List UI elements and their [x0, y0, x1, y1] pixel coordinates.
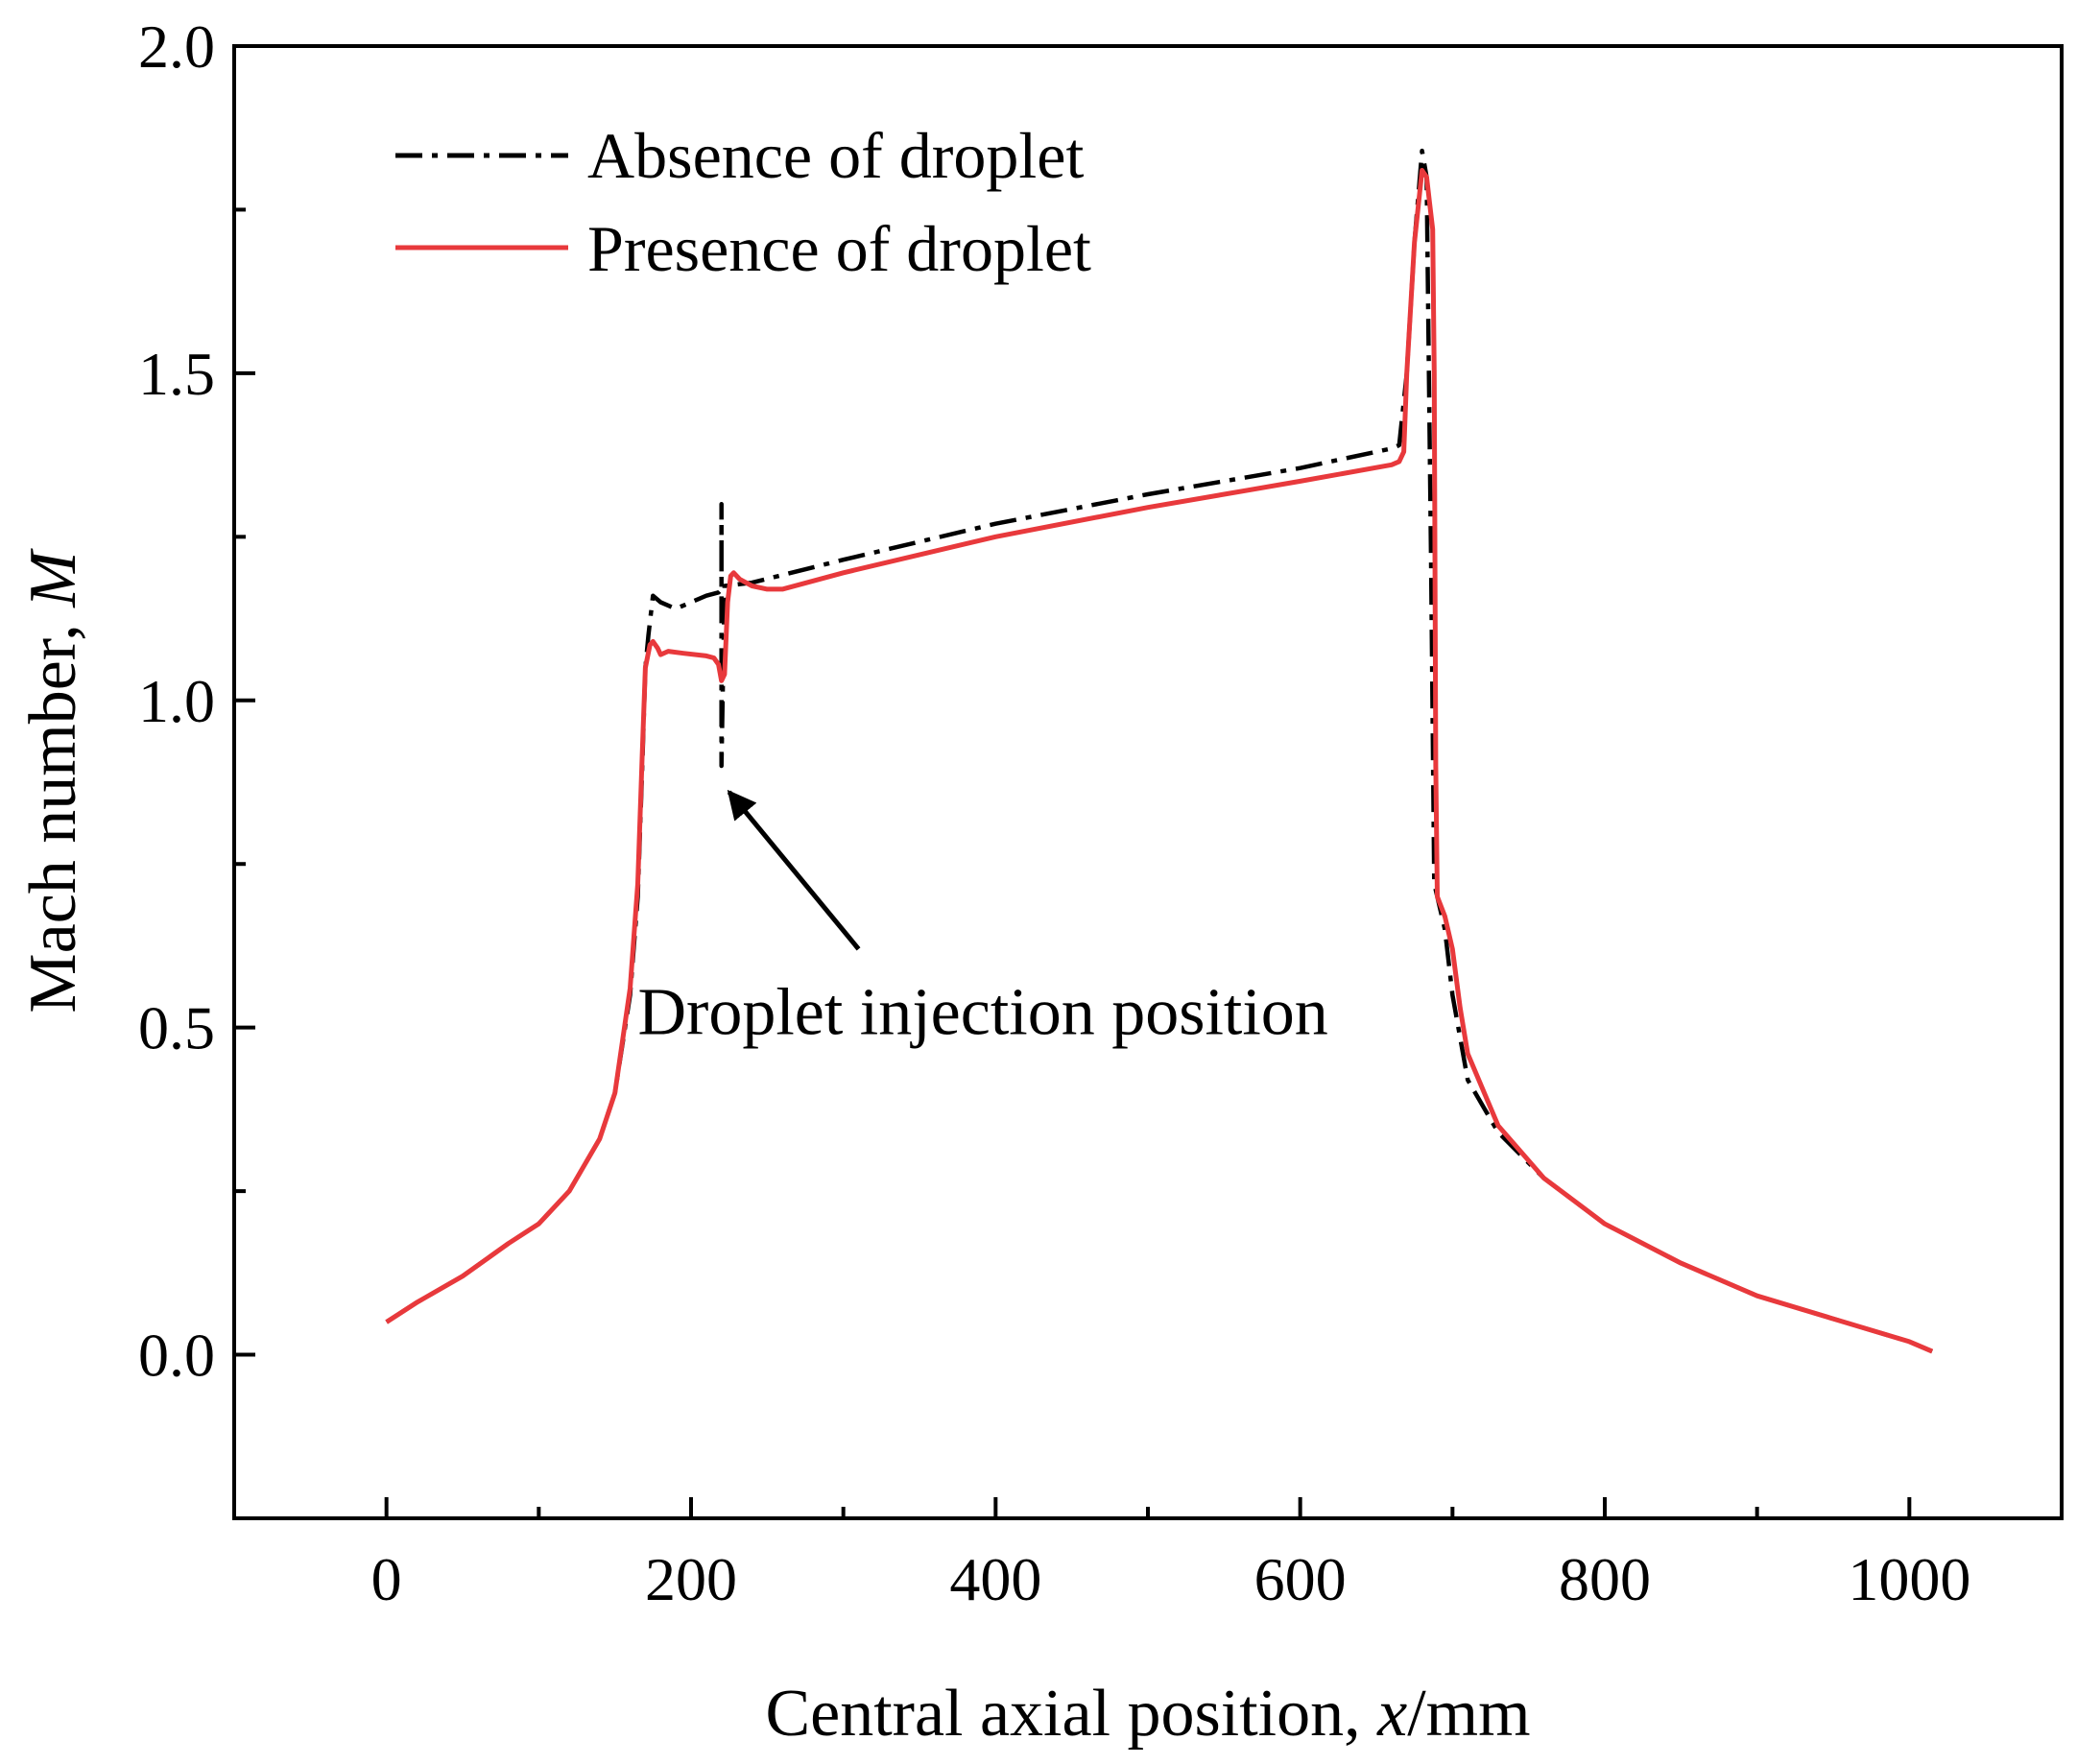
y-tick-label-1: 1.0	[138, 667, 215, 735]
x-tick-label-400: 400	[949, 1545, 1041, 1613]
y-tick-label-2: 2.0	[138, 12, 215, 81]
x-tick-label-600: 600	[1254, 1545, 1347, 1613]
x-tick-label-200: 200	[645, 1545, 737, 1613]
y-axis-title: Mach number, M	[16, 548, 90, 1013]
y-tick-label-0: 0.0	[138, 1322, 215, 1390]
plot-frame	[232, 44, 2064, 1520]
x-axis-title-prefix: Central axial position,	[765, 1677, 1377, 1751]
series-line-presence	[385, 168, 1934, 1354]
x-tick-label-0: 0	[371, 1545, 402, 1613]
annotation: Droplet injection position	[637, 789, 1328, 1049]
x-axis-title-unit: /mm	[1407, 1677, 1530, 1751]
legend-label-absence: Absence of droplet	[587, 119, 1084, 192]
y-tick-label-1.5: 1.5	[138, 340, 215, 408]
legend-label-presence: Presence of droplet	[587, 212, 1091, 285]
y-axis-title-var: M	[16, 548, 90, 608]
annotation-label: Droplet injection position	[637, 975, 1327, 1049]
x-tick-label-800: 800	[1559, 1545, 1651, 1613]
series-line-absence	[385, 148, 1933, 1354]
legend: Absence of droplet Presence of droplet	[395, 119, 1091, 285]
y-axis-title-prefix: Mach number,	[16, 608, 90, 1013]
y-tick-label-0.5: 0.5	[138, 994, 215, 1062]
x-axis-title: Central axial position, x/mm	[765, 1677, 1530, 1751]
x-axis-title-var: x	[1376, 1677, 1407, 1751]
x-tick-label-1000: 1000	[1848, 1545, 1970, 1613]
annotation-arrow	[727, 789, 861, 951]
